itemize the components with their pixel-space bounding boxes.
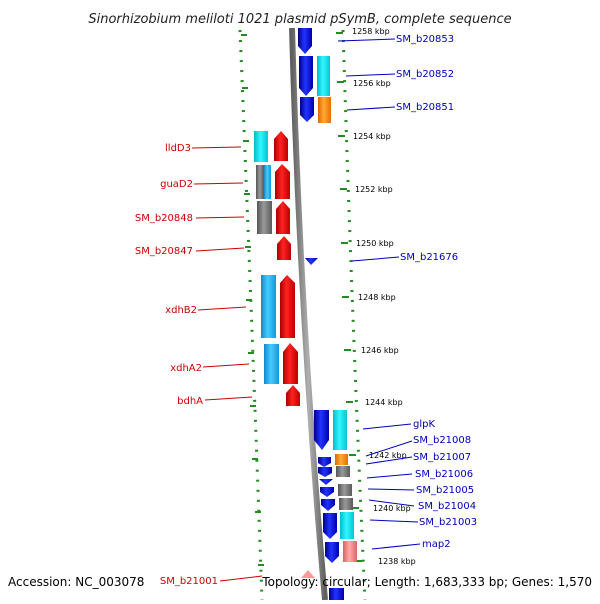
gene-label-guad2: guaD2 (160, 179, 193, 190)
gene-label-lldd3: lldD3 (165, 143, 191, 154)
cog-box (318, 97, 331, 123)
cds-arrow-guad2 (275, 164, 290, 199)
tick-label: 1256 kbp (353, 79, 391, 88)
cds-arrow-glpk (314, 410, 329, 450)
cog-box (264, 165, 271, 199)
tick-label: 1258 kbp (352, 27, 390, 36)
forward-cds-top (298, 28, 331, 265)
outer-ring-right (341, 29, 367, 601)
gene-label-glpk: glpK (413, 419, 435, 430)
cds-arrow-partial (329, 588, 344, 600)
cds-arrow-sm-b21001 (301, 570, 315, 578)
tick-label: 1240 kbp (373, 504, 411, 513)
cds-arrow-sm-b21007 (318, 467, 332, 477)
tick-label: 1254 kbp (353, 132, 391, 141)
topology-info-text: Topology: circular; Length: 1,683,333 bp… (261, 575, 592, 589)
gene-label-sm-b21676: SM_b21676 (400, 252, 458, 263)
tick-label: 1246 kbp (361, 346, 399, 355)
outer-ring-left (238, 29, 264, 601)
tick-label: 1248 kbp (358, 293, 396, 302)
backbone (289, 27, 328, 601)
cog-box (261, 275, 276, 338)
gene-label-sm-b20848: SM_b20848 (135, 213, 193, 224)
gene-label-sm-b21001: SM_b21001 (160, 576, 218, 587)
cog-box (256, 165, 264, 199)
cds-arrow-sm-b20848 (276, 201, 290, 234)
gene-label-sm-b21003: SM_b21003 (419, 517, 477, 528)
cds-arrow-xdha2 (283, 343, 298, 384)
ring-tick-marks (241, 32, 362, 566)
cog-box (254, 131, 268, 162)
cog-box (340, 512, 354, 539)
gene-label-sm-b21006: SM_b21006 (415, 469, 473, 480)
right-labels: SM_b20853 SM_b20852 SM_b20851 SM_b21676 … (396, 34, 477, 550)
accession-text: Accession: NC_003078 (8, 575, 144, 589)
gene-label-sm-b20851: SM_b20851 (396, 102, 454, 113)
gene-label-sm-b20853: SM_b20853 (396, 34, 454, 45)
cog-box (317, 56, 330, 96)
cds-arrow-sm-b21003 (323, 513, 337, 539)
gene-label-map2: map2 (422, 539, 451, 550)
scale-ticks: 1258 kbp 1256 kbp 1254 kbp 1252 kbp 1250… (352, 27, 416, 566)
gene-label-sm-b21004: SM_b21004 (418, 501, 476, 512)
gene-label-sm-b20847: SM_b20847 (135, 246, 193, 257)
cds-arrow-sm-b21004 (321, 499, 335, 511)
cds-arrow-sm-b21676 (305, 258, 318, 265)
cog-box (333, 410, 347, 450)
cds-arrow-sm-b20851 (300, 97, 314, 122)
cds-arrow-bdha (286, 385, 300, 406)
map-title: Sinorhizobium meliloti 1021 plasmid pSym… (88, 12, 511, 27)
gene-label-sm-b21005: SM_b21005 (416, 485, 474, 496)
cog-box (339, 498, 353, 510)
left-labels: lldD3 guaD2 SM_b20848 SM_b20847 xdhB2 xd… (135, 143, 218, 587)
cds-arrow-sm-b21006 (319, 479, 333, 485)
gene-label-sm-b21007: SM_b21007 (413, 452, 471, 463)
cds-arrow-sm-b20852 (299, 56, 313, 96)
cds-arrow-sm-b21005 (320, 487, 334, 497)
cds-arrow-sm-b21008 (318, 457, 331, 467)
cog-box (338, 484, 352, 496)
cog-box (336, 466, 350, 477)
gene-label-sm-b20852: SM_b20852 (396, 69, 454, 80)
tick-label: 1250 kbp (356, 239, 394, 248)
cds-arrow-map2 (325, 542, 339, 563)
tick-label: 1238 kbp (378, 557, 416, 566)
cog-box (257, 201, 272, 234)
tick-label: 1244 kbp (365, 398, 403, 407)
cds-arrow-sm-b20847 (277, 236, 291, 260)
cds-arrow-sm-b20853 (298, 28, 312, 54)
forward-cds-bottom (314, 410, 357, 600)
cds-arrow-lldd3 (274, 131, 288, 161)
right-label-leaders (337, 38, 421, 550)
reverse-cds (254, 131, 315, 578)
tick-label: 1252 kbp (355, 185, 393, 194)
left-label-leaders (191, 146, 263, 582)
gene-label-sm-b21008: SM_b21008 (413, 435, 471, 446)
gene-label-xdhb2: xdhB2 (165, 305, 197, 316)
gene-label-bdha: bdhA (177, 396, 203, 407)
gene-label-xdha2: xdhA2 (170, 363, 202, 374)
cog-box (335, 454, 348, 465)
cog-box (343, 541, 357, 562)
cds-arrow-xdhb2 (280, 275, 295, 338)
tick-label: 1242 kbp (369, 451, 407, 460)
cog-box (264, 344, 279, 384)
